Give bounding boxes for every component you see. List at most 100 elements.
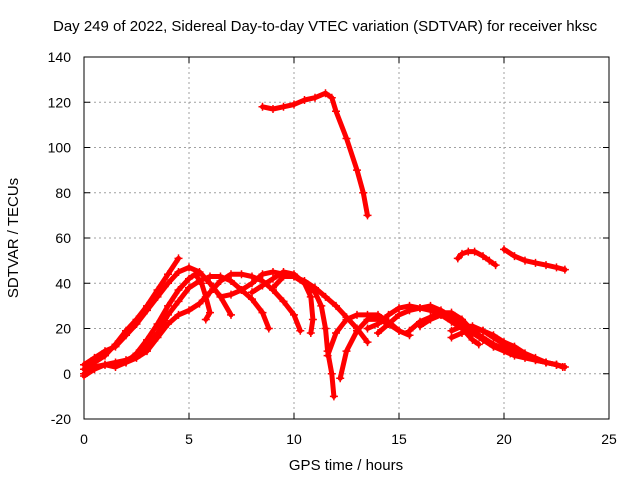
data-point bbox=[447, 326, 456, 335]
data-point bbox=[185, 306, 193, 315]
series-line bbox=[260, 90, 370, 218]
data-point bbox=[258, 102, 267, 111]
data-point bbox=[195, 267, 204, 276]
series-line bbox=[337, 316, 412, 381]
data-point bbox=[191, 270, 200, 279]
data-point bbox=[174, 286, 183, 295]
data-point bbox=[237, 286, 246, 295]
data-point bbox=[332, 329, 340, 338]
data-point bbox=[296, 326, 305, 335]
chart-title: Day 249 of 2022, Sidereal Day-to-day VTE… bbox=[53, 18, 598, 35]
data-point bbox=[248, 279, 256, 288]
data-point bbox=[531, 258, 540, 267]
data-point bbox=[506, 349, 515, 358]
data-point bbox=[227, 310, 235, 319]
data-point bbox=[342, 134, 351, 143]
series-arc-8 bbox=[269, 272, 338, 401]
data-series bbox=[80, 89, 569, 401]
data-point bbox=[447, 333, 456, 342]
data-point bbox=[323, 351, 332, 360]
y-tick-label: 140 bbox=[48, 49, 72, 65]
data-point bbox=[290, 272, 298, 281]
data-point bbox=[227, 270, 235, 279]
data-point bbox=[306, 292, 315, 301]
data-point bbox=[164, 319, 172, 328]
data-point bbox=[164, 270, 172, 279]
data-point bbox=[560, 362, 569, 371]
data-point bbox=[342, 347, 351, 356]
data-point bbox=[416, 322, 424, 331]
data-point bbox=[416, 304, 424, 313]
series-arc-18 bbox=[453, 247, 500, 270]
data-point bbox=[329, 392, 338, 401]
data-point bbox=[485, 256, 494, 265]
data-point bbox=[143, 306, 151, 315]
data-point bbox=[227, 290, 235, 299]
data-point bbox=[521, 256, 529, 265]
data-point bbox=[479, 252, 487, 261]
data-point bbox=[336, 374, 345, 383]
data-point bbox=[470, 247, 479, 256]
data-point bbox=[290, 310, 298, 319]
data-point bbox=[405, 326, 414, 335]
y-tick-label: 80 bbox=[55, 185, 71, 201]
y-tick-label: 0 bbox=[63, 366, 71, 382]
data-point bbox=[201, 315, 210, 324]
data-point bbox=[447, 313, 456, 322]
data-point bbox=[479, 333, 487, 342]
data-point bbox=[174, 267, 183, 276]
data-point bbox=[248, 288, 256, 297]
x-axis-label: GPS time / hours bbox=[289, 457, 403, 474]
data-point bbox=[311, 93, 319, 102]
data-point bbox=[216, 276, 225, 285]
y-tick-label: 120 bbox=[48, 94, 72, 110]
data-point bbox=[359, 188, 368, 197]
data-point bbox=[489, 340, 498, 349]
data-point bbox=[353, 310, 361, 319]
data-point bbox=[311, 288, 319, 297]
data-point bbox=[300, 95, 309, 104]
data-point bbox=[206, 308, 214, 317]
data-point bbox=[552, 263, 561, 272]
data-point bbox=[531, 353, 540, 362]
data-point bbox=[206, 288, 214, 297]
data-point bbox=[374, 319, 382, 328]
data-point bbox=[237, 270, 246, 279]
data-point bbox=[321, 292, 330, 301]
data-point bbox=[195, 276, 204, 285]
data-point bbox=[101, 360, 109, 369]
data-point bbox=[248, 272, 256, 281]
data-point bbox=[510, 342, 519, 351]
grid bbox=[84, 57, 609, 419]
data-point bbox=[308, 315, 317, 324]
data-point bbox=[269, 274, 277, 283]
data-point bbox=[395, 304, 403, 313]
data-point bbox=[269, 283, 277, 292]
data-point bbox=[132, 319, 141, 328]
data-point bbox=[264, 324, 273, 333]
axis-ticks: 0 5 10 15 20 25 -20 0 20 40 60 80 100 120 140 bbox=[48, 49, 617, 447]
data-point bbox=[258, 270, 267, 279]
data-point bbox=[542, 358, 550, 367]
data-point bbox=[321, 324, 330, 333]
data-point bbox=[269, 105, 277, 114]
data-point bbox=[327, 93, 336, 102]
series-arc-9 bbox=[258, 89, 372, 220]
data-point bbox=[363, 338, 372, 347]
data-point bbox=[327, 369, 336, 378]
data-point bbox=[453, 254, 462, 263]
x-tick-label: 25 bbox=[601, 431, 617, 447]
data-point bbox=[395, 310, 403, 319]
y-axis-label: SDTVAR / TECUs bbox=[5, 178, 22, 298]
x-tick-label: 0 bbox=[80, 431, 88, 447]
data-point bbox=[143, 347, 151, 356]
data-point bbox=[426, 315, 435, 324]
data-point bbox=[279, 102, 288, 111]
data-point bbox=[332, 301, 340, 310]
data-point bbox=[521, 349, 529, 358]
data-point bbox=[174, 297, 183, 306]
y-tick-label: 20 bbox=[55, 321, 71, 337]
data-point bbox=[500, 338, 508, 347]
data-point bbox=[552, 360, 561, 369]
